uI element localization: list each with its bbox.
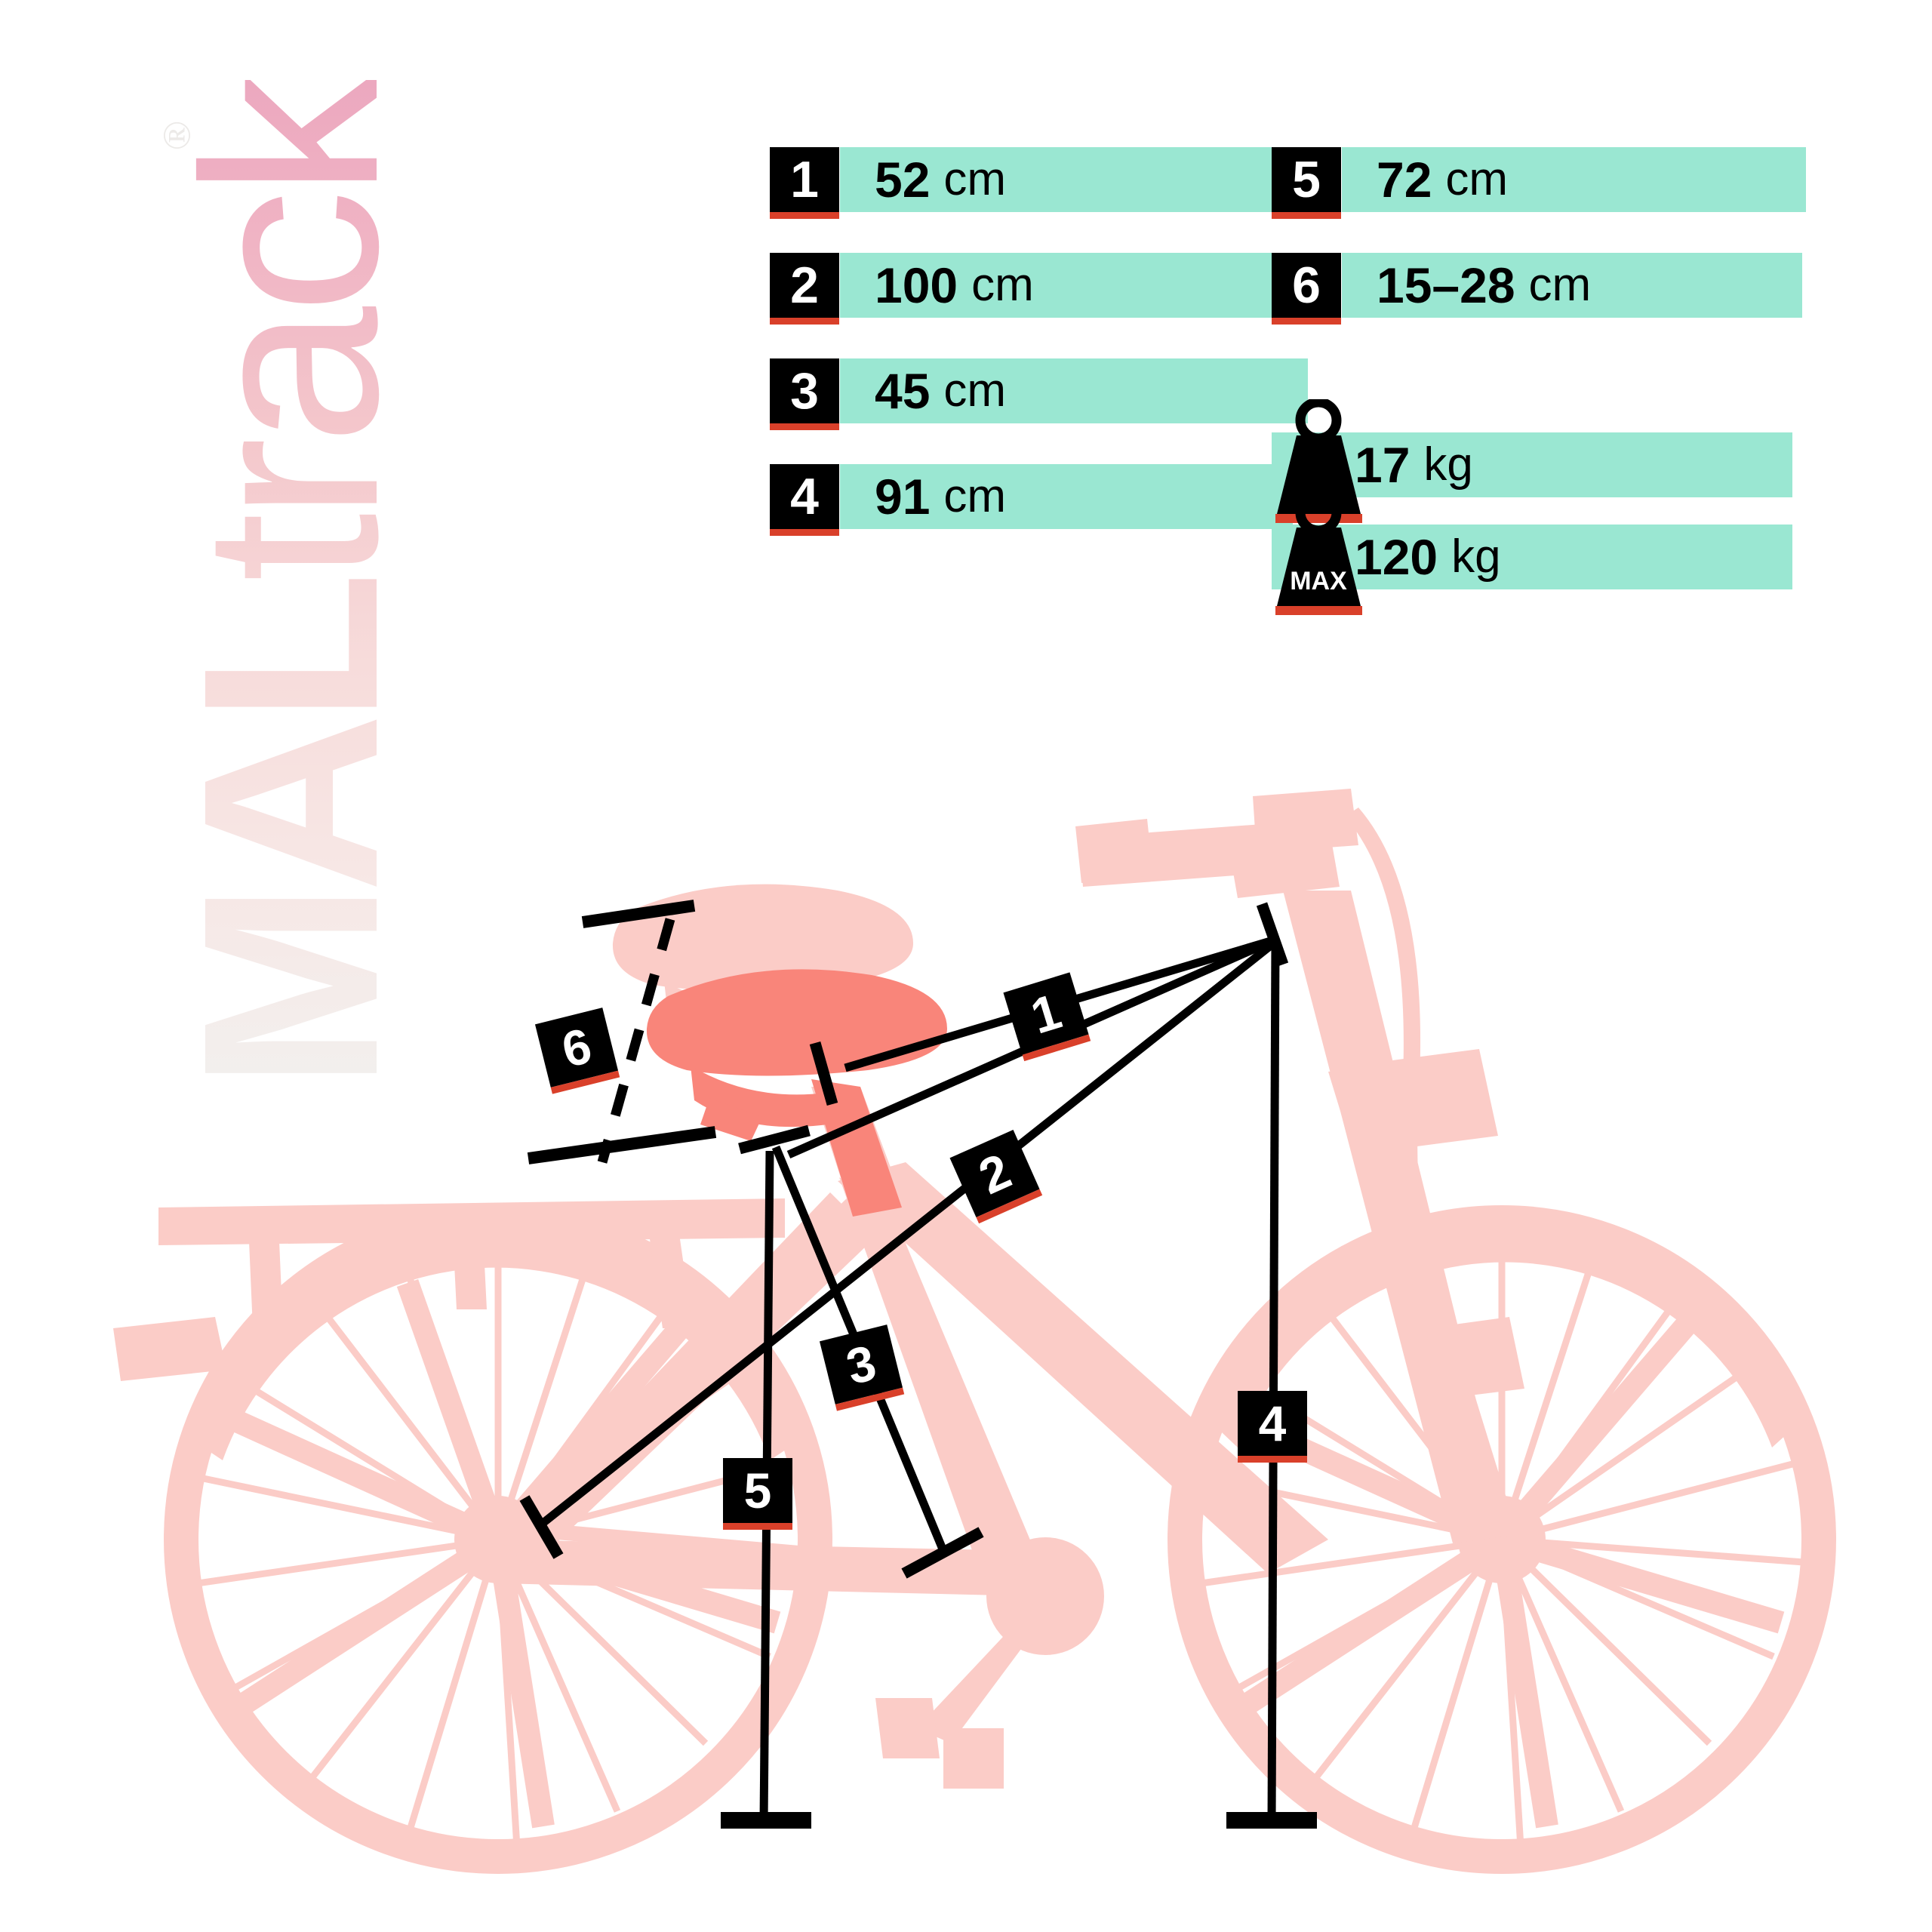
specification-panel: 1 52 cm 2 100 cm 3 45 cm 4 bbox=[770, 147, 1806, 721]
weight-max-label: MAX bbox=[1290, 567, 1347, 595]
bicycle-silhouette bbox=[113, 789, 1836, 1874]
measure-tick-3-origin bbox=[738, 1124, 811, 1155]
measure-line-3-cap bbox=[901, 1527, 984, 1579]
spec-number-4: 4 bbox=[790, 468, 819, 525]
spec-number-5: 5 bbox=[1292, 151, 1321, 208]
spec-badge-underline bbox=[1272, 318, 1341, 325]
diagram-badge-6-label: 6 bbox=[556, 1017, 597, 1078]
measure-tick-handlebar bbox=[1256, 902, 1289, 967]
spec-value-1: 52 bbox=[875, 152, 931, 208]
spec-number-badge-4: 4 bbox=[770, 464, 839, 529]
spec-badge-underline bbox=[770, 529, 839, 536]
spec-badge-underline bbox=[770, 318, 839, 325]
spec-number-badge-5: 5 bbox=[1272, 147, 1341, 212]
spec-number-3: 3 bbox=[790, 362, 819, 420]
spec-value-bar-3: 45 cm bbox=[840, 358, 1308, 423]
weight-max-icon: MAX bbox=[1275, 491, 1362, 615]
spec-badge-underline bbox=[1272, 212, 1341, 219]
saddle-highlight bbox=[646, 969, 947, 1217]
measure-tick-6-bottom bbox=[527, 1126, 717, 1164]
spec-value-bar-4: 91 cm bbox=[840, 464, 1293, 529]
spec-value-6: 15–28 bbox=[1377, 257, 1515, 313]
spec-number-badge-2: 2 bbox=[770, 253, 839, 318]
measure-line-5-diag bbox=[534, 938, 1278, 1531]
spec-unit-1: cm bbox=[943, 153, 1007, 205]
weight-unit: kg bbox=[1423, 438, 1473, 491]
spec-value-3: 45 bbox=[875, 363, 931, 419]
spec-number-6: 6 bbox=[1292, 257, 1321, 314]
diagram-badge-3-label: 3 bbox=[841, 1334, 881, 1395]
spec-number-1: 1 bbox=[790, 151, 819, 208]
diagram-badge-2-label: 2 bbox=[971, 1142, 1019, 1205]
spec-number-badge-1: 1 bbox=[770, 147, 839, 212]
spec-unit-4: cm bbox=[943, 470, 1007, 522]
spec-number-badge-3: 3 bbox=[770, 358, 839, 423]
spec-unit-2: cm bbox=[971, 259, 1034, 311]
spec-value-bar-2: 100 cm bbox=[840, 253, 1338, 318]
weight-value: 17 bbox=[1355, 437, 1411, 493]
spec-badge-underline bbox=[770, 212, 839, 219]
spec-value-5: 72 bbox=[1377, 152, 1432, 208]
measure-tick-6-top bbox=[581, 900, 696, 928]
diagram-badge-5: 5 bbox=[723, 1458, 792, 1530]
spec-value-4: 91 bbox=[875, 469, 931, 525]
spec-unit-6: cm bbox=[1528, 259, 1592, 311]
measure-line-6-dashed bbox=[527, 900, 717, 1164]
diagram-badge-1-label: 1 bbox=[1024, 983, 1068, 1044]
spec-value-2: 100 bbox=[875, 257, 958, 313]
diagram-badge-4: 4 bbox=[1238, 1391, 1307, 1463]
spec-value-bar-6: 15–28 cm bbox=[1342, 253, 1802, 318]
spec-badge-underline bbox=[770, 423, 839, 430]
diagram-badge-5-label: 5 bbox=[743, 1463, 772, 1518]
diagram-badge-4-label: 4 bbox=[1258, 1395, 1287, 1451]
weight-max-value: 120 bbox=[1355, 529, 1438, 585]
spec-unit-5: cm bbox=[1445, 153, 1509, 205]
measure-tick-saddle bbox=[809, 1041, 838, 1106]
spec-number-badge-6: 6 bbox=[1272, 253, 1341, 318]
spec-value-bar-1: 52 cm bbox=[840, 147, 1308, 212]
weight-value-bar: 17 kg bbox=[1272, 432, 1792, 497]
weight-max-value-bar: 120 kg bbox=[1272, 525, 1792, 589]
measure-line-4 bbox=[1267, 941, 1280, 1823]
spec-value-bar-5: 72 cm bbox=[1342, 147, 1806, 212]
spec-unit-3: cm bbox=[943, 365, 1007, 417]
spec-number-2: 2 bbox=[790, 257, 819, 314]
weight-max-unit: kg bbox=[1451, 531, 1501, 583]
